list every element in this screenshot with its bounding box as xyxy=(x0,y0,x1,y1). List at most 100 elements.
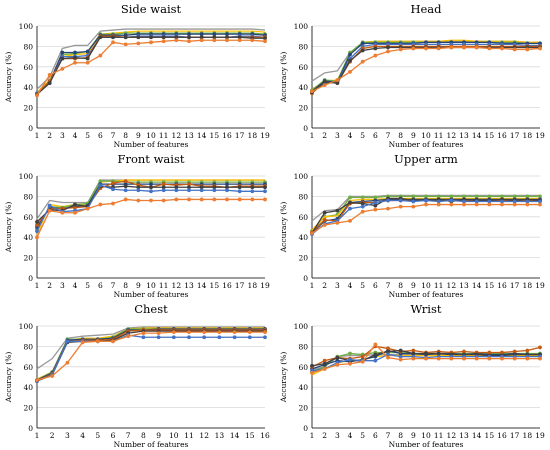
x-tick-label: 1 xyxy=(310,281,315,290)
x-tick-label: 10 xyxy=(421,131,431,140)
data-point xyxy=(73,202,77,207)
y-tick-label: 40 xyxy=(298,383,308,392)
x-tick-label: 13 xyxy=(184,281,194,290)
x-tick-label: 10 xyxy=(421,281,431,290)
data-point xyxy=(187,182,191,187)
data-point xyxy=(73,205,77,210)
data-point xyxy=(436,356,441,361)
x-tick-label: 10 xyxy=(146,131,156,140)
data-point xyxy=(65,339,70,344)
data-point xyxy=(386,45,390,50)
chart-title: Front waist xyxy=(118,152,185,166)
x-tick-label: 5 xyxy=(360,131,365,140)
data-point xyxy=(232,335,237,340)
data-point xyxy=(250,197,255,202)
x-tick-label: 6 xyxy=(373,131,378,140)
data-point xyxy=(85,49,90,54)
data-point xyxy=(538,202,542,207)
y-axis-label: Accuracy (%) xyxy=(279,202,288,254)
data-point xyxy=(373,342,378,347)
y-tick-label: 40 xyxy=(23,83,33,92)
data-point xyxy=(424,356,428,361)
x-tick-label: 13 xyxy=(215,431,225,440)
data-point xyxy=(136,35,141,40)
data-point xyxy=(161,35,166,40)
data-point xyxy=(487,46,492,51)
x-tick-label: 17 xyxy=(510,131,520,140)
x-tick-label: 13 xyxy=(184,131,194,140)
y-tick-label: 0 xyxy=(28,424,33,433)
y-tick-label: 20 xyxy=(23,404,33,413)
data-point xyxy=(95,339,100,344)
series-line xyxy=(36,326,265,370)
x-tick-label: 10 xyxy=(421,431,431,440)
data-point xyxy=(487,202,492,207)
x-tick-label: 3 xyxy=(60,131,65,140)
data-point xyxy=(487,350,492,355)
data-point xyxy=(360,204,365,209)
y-tick-label: 0 xyxy=(303,424,308,433)
chart-title: Chest xyxy=(134,302,168,316)
x-tick-label: 14 xyxy=(230,431,240,440)
data-point xyxy=(335,221,340,225)
data-point xyxy=(123,42,128,47)
data-point xyxy=(373,203,378,208)
data-point xyxy=(65,360,70,365)
data-point xyxy=(35,378,39,382)
y-tick-label: 60 xyxy=(23,363,33,372)
data-point xyxy=(411,351,416,356)
series-line xyxy=(311,46,540,93)
data-point xyxy=(237,35,242,40)
x-tick-label: 9 xyxy=(411,131,416,140)
data-point xyxy=(187,335,191,340)
x-tick-label: 6 xyxy=(111,431,116,440)
data-point xyxy=(263,39,267,44)
data-point xyxy=(161,198,166,203)
data-point xyxy=(348,52,352,57)
data-point xyxy=(360,59,365,64)
data-point xyxy=(250,185,255,190)
data-point xyxy=(322,358,327,363)
data-point xyxy=(424,202,428,207)
data-point xyxy=(161,39,166,44)
data-point xyxy=(98,202,103,207)
x-tick-label: 18 xyxy=(523,431,533,440)
x-tick-label: 11 xyxy=(159,281,169,290)
data-point xyxy=(360,359,365,364)
data-point xyxy=(225,197,229,202)
data-point xyxy=(85,60,90,65)
data-point xyxy=(35,220,39,224)
data-point xyxy=(60,56,65,61)
data-point xyxy=(237,189,242,194)
x-tick-label: 19 xyxy=(535,131,545,140)
data-point xyxy=(225,32,229,37)
x-tick-label: 3 xyxy=(335,281,340,290)
data-point xyxy=(174,35,179,40)
x-tick-label: 7 xyxy=(126,431,131,440)
data-point xyxy=(263,197,267,202)
data-point xyxy=(360,201,365,206)
data-point xyxy=(98,179,103,183)
data-point xyxy=(111,181,115,186)
data-point xyxy=(263,36,267,41)
x-tick-label: 14 xyxy=(197,131,207,140)
y-tick-label: 20 xyxy=(23,104,33,113)
x-tick-label: 15 xyxy=(245,431,255,440)
data-point xyxy=(237,197,242,202)
data-point xyxy=(263,330,267,335)
data-point xyxy=(360,209,365,214)
x-tick-label: 3 xyxy=(60,281,65,290)
x-tick-label: 11 xyxy=(434,131,444,140)
y-axis-label: Accuracy (%) xyxy=(279,52,288,104)
data-point xyxy=(212,185,217,190)
data-point xyxy=(136,41,141,46)
x-tick-label: 14 xyxy=(472,131,482,140)
data-point xyxy=(136,185,141,190)
x-tick-label: 18 xyxy=(523,281,533,290)
data-point xyxy=(322,210,327,215)
data-point xyxy=(436,351,441,356)
data-point xyxy=(398,357,403,362)
x-tick-label: 19 xyxy=(260,281,270,290)
data-point xyxy=(217,335,222,340)
